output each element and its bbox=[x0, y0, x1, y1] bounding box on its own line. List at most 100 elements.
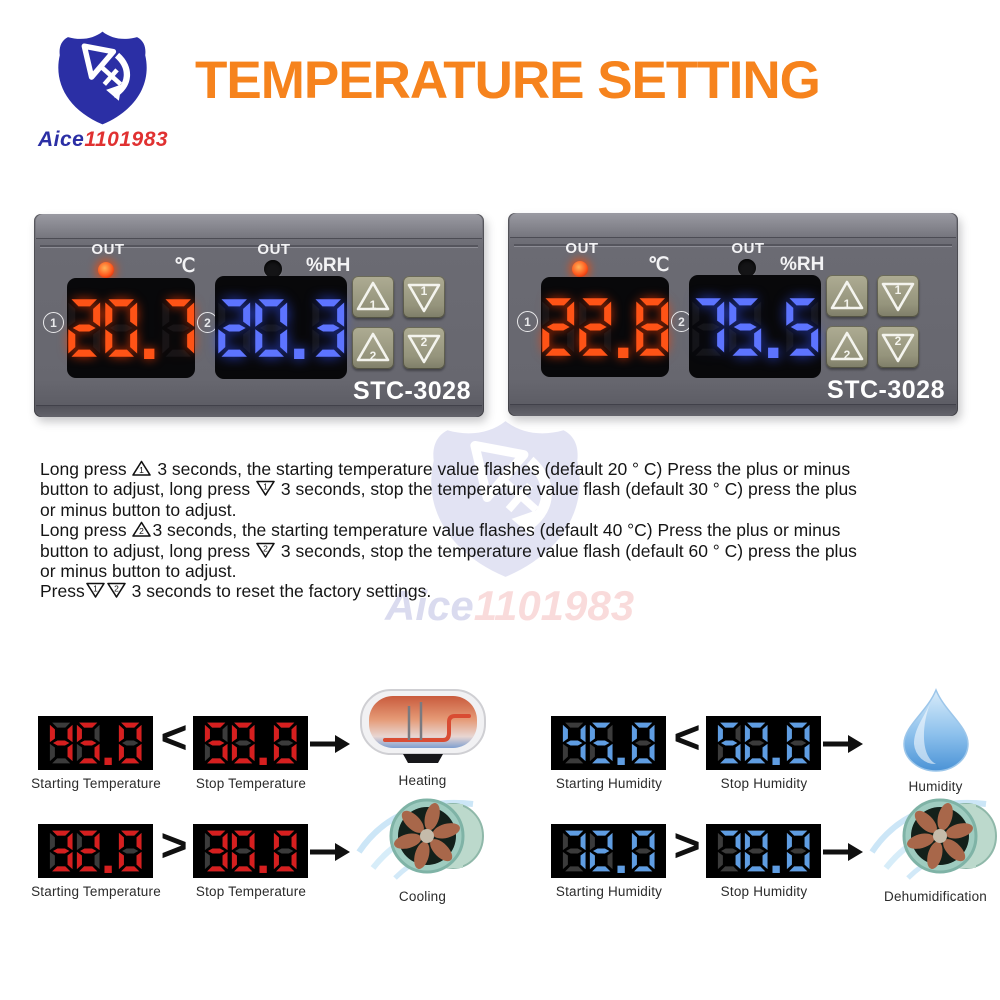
stop-humidity-value bbox=[715, 829, 812, 873]
channel-1-badge: 1 bbox=[43, 312, 64, 333]
out2-led-indicator bbox=[738, 259, 756, 277]
seven-segment-display bbox=[193, 824, 308, 878]
up-button-1: 1 bbox=[352, 276, 394, 318]
stop-humidity-label: Stop Humidity bbox=[720, 776, 808, 791]
fan-icon bbox=[356, 798, 484, 880]
right-arrow-icon bbox=[310, 842, 350, 867]
heating-label: Heating bbox=[398, 773, 447, 788]
out2-label: OUT bbox=[257, 241, 291, 258]
seven-segment-display bbox=[706, 716, 821, 770]
celsius-label: ℃ bbox=[648, 255, 670, 276]
button-number: 2 bbox=[369, 349, 377, 363]
up-triangle-icon bbox=[830, 280, 864, 310]
seven-segment-display bbox=[551, 824, 666, 878]
button-number: 2 bbox=[420, 335, 428, 349]
comparator-symbol: < bbox=[160, 711, 188, 763]
cooling-result: Cooling bbox=[345, 796, 500, 904]
right-arrow-icon bbox=[310, 734, 350, 759]
stop-humidity-value bbox=[715, 721, 812, 765]
down-button-1: 1 bbox=[877, 275, 919, 317]
model-label: STC-3028 bbox=[353, 377, 471, 405]
humidity-display bbox=[689, 275, 821, 378]
instruction-text: Long press 1 3 seconds, the starting tem… bbox=[40, 459, 955, 602]
instruction-line: button to adjust, long press 1 3 seconds… bbox=[40, 479, 857, 500]
button-number: 2 bbox=[843, 348, 851, 362]
controller-device: OUT ℃ OUT %RH 1 2 1 1 2 2 STC-3028 bbox=[34, 214, 484, 417]
device-bottom-bevel bbox=[36, 405, 482, 417]
seven-segment-display bbox=[706, 824, 821, 878]
stop-temperature-value bbox=[202, 829, 299, 873]
seven-segment-display bbox=[551, 716, 666, 770]
down-triangle-icon bbox=[881, 282, 915, 312]
humidity-value bbox=[215, 297, 346, 359]
heating-diagram-row: Starting Temperature < Stop Temperature … bbox=[30, 689, 505, 802]
cooling-diagram-row: Starting Temperature > Stop Temperature … bbox=[30, 798, 505, 910]
controller-device: OUT ℃ OUT %RH 1 2 1 1 2 2 STC-3028 bbox=[508, 213, 958, 416]
rh-label: %RH bbox=[306, 255, 351, 276]
up-button-2: 2 bbox=[352, 327, 394, 369]
down-triangle-icon bbox=[881, 333, 915, 363]
down-triangle-icon bbox=[407, 283, 441, 313]
svg-text:2: 2 bbox=[114, 584, 119, 594]
seven-segment-display bbox=[193, 716, 308, 770]
starting-humidity-value bbox=[560, 829, 657, 873]
humidity-diagram-row: Starting Humidity < Stop Humidity Humidi… bbox=[543, 688, 1000, 802]
out1-label: OUT bbox=[91, 241, 125, 258]
right-arrow-icon bbox=[823, 734, 863, 759]
up-triangle-icon bbox=[830, 331, 864, 361]
svg-text:1: 1 bbox=[140, 465, 145, 475]
svg-text:2: 2 bbox=[140, 526, 145, 536]
page-title: TEMPERATURE SETTING bbox=[195, 51, 821, 110]
humidity-display bbox=[215, 276, 347, 379]
button-number: 1 bbox=[420, 284, 428, 298]
brand-logo: Aice1101983 bbox=[38, 28, 169, 152]
down-triangle-icon: 1 bbox=[256, 481, 275, 497]
button-number: 2 bbox=[894, 334, 902, 348]
instruction-line: Press 1 2 3 seconds to reset the factory s… bbox=[40, 581, 432, 602]
stop-temperature-label: Stop Temperature bbox=[195, 776, 307, 791]
out2-label: OUT bbox=[731, 240, 765, 257]
instruction-line: button to adjust, long press 2 3 seconds… bbox=[40, 540, 857, 561]
brand-shield-icon bbox=[57, 31, 147, 125]
button-number: 1 bbox=[369, 298, 377, 312]
device-groove bbox=[514, 244, 952, 247]
svg-text:1: 1 bbox=[263, 482, 268, 492]
down-triangle-icon: 2 bbox=[106, 583, 126, 599]
starting-temperature-value bbox=[47, 829, 144, 873]
dehumidification-label: Dehumidification bbox=[884, 889, 987, 904]
up-triangle-icon: 1 bbox=[132, 460, 152, 476]
water-heater-icon bbox=[359, 689, 486, 763]
instruction-line: or minus button to adjust. bbox=[40, 499, 237, 520]
svg-text:1: 1 bbox=[93, 584, 98, 594]
starting-humidity-label: Starting Humidity bbox=[555, 776, 663, 791]
starting-humidity-label: Starting Humidity bbox=[555, 884, 663, 899]
button-number: 1 bbox=[894, 283, 902, 297]
dehumidification-result: Dehumidification bbox=[858, 796, 1000, 904]
instruction-line: or minus button to adjust. bbox=[40, 561, 237, 582]
out2-led-indicator bbox=[264, 260, 282, 278]
temperature-display bbox=[67, 278, 195, 378]
up-triangle-icon: 2 bbox=[132, 521, 152, 538]
down-triangle-icon: 1 bbox=[85, 583, 105, 599]
cooling-label: Cooling bbox=[398, 889, 447, 904]
fan-icon bbox=[869, 798, 997, 880]
dehumidification-diagram-row: Starting Humidity > Stop Humidity Dehumi… bbox=[543, 798, 1000, 910]
device-bottom-bevel bbox=[510, 404, 956, 416]
temperature-value bbox=[65, 297, 196, 359]
temperature-value bbox=[539, 296, 670, 358]
down-triangle-icon: 2 bbox=[256, 542, 275, 558]
up-triangle-icon bbox=[356, 332, 390, 362]
stop-temperature-label: Stop Temperature bbox=[195, 884, 307, 899]
water-droplet-icon bbox=[902, 688, 969, 772]
down-button-1: 1 bbox=[403, 276, 445, 318]
stop-humidity-label: Stop Humidity bbox=[720, 884, 808, 899]
button-number: 1 bbox=[843, 297, 851, 311]
humidity-value bbox=[689, 296, 820, 358]
comparator-symbol: > bbox=[673, 819, 701, 871]
button-grid: 1 1 2 2 bbox=[826, 275, 919, 368]
starting-temperature-value bbox=[47, 721, 144, 765]
device-groove bbox=[40, 245, 478, 248]
brand-name: Aice1101983 bbox=[38, 128, 169, 151]
channel-1-badge: 1 bbox=[517, 311, 538, 332]
starting-humidity-value bbox=[560, 721, 657, 765]
